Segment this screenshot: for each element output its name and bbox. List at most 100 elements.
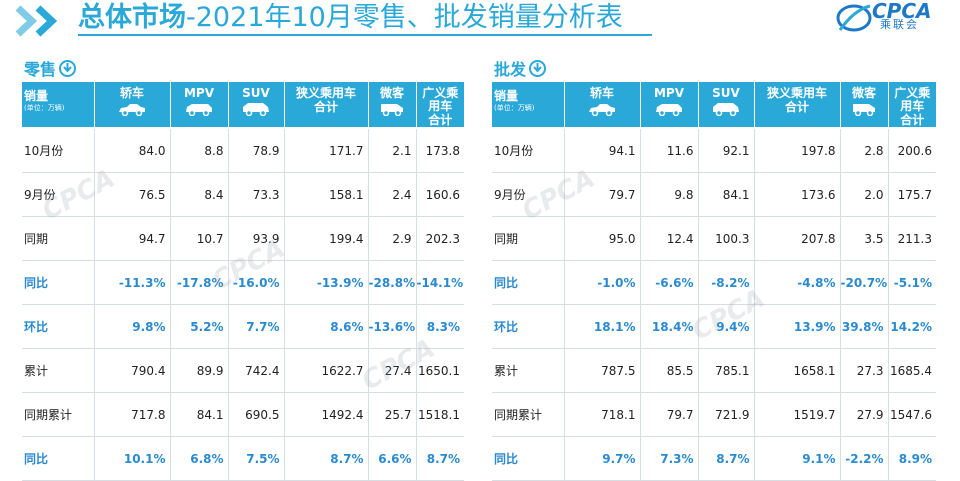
table-cell: 202.3 (416, 216, 464, 261)
page-title-bold: 总体市场 (78, 2, 186, 33)
table-cell: 1685.4 (888, 348, 936, 393)
page-title: -2021年10月零售、批发销量分析表 (186, 2, 623, 33)
col-header-narrow-total: 狭义乘用车 合计 (284, 82, 369, 129)
cpca-logo-icon (836, 4, 872, 32)
table-cell: 18.1% (564, 304, 641, 349)
retail-section-label: 零售 (24, 56, 77, 80)
col-header-micro-label: 微客 (851, 86, 876, 100)
sedan-car-icon (119, 104, 145, 116)
table-cell: 742.4 (228, 348, 285, 393)
table-cell: 199.4 (284, 216, 369, 261)
table-cell: 84.0 (94, 128, 171, 173)
table-cell: -14.1% (416, 260, 464, 305)
col-header-mpv-label: MPV (183, 86, 215, 100)
table-cell: 2.0 (840, 172, 889, 217)
table-cell: 171.7 (284, 128, 369, 173)
table-cell: 7.7% (228, 304, 285, 349)
table-cell: 1650.1 (416, 348, 464, 393)
table-cell: 1658.1 (754, 348, 841, 393)
microvan-icon (381, 104, 403, 116)
table-row: 9月份 79.7 9.8 84.1 173.6 2.0 175.7 (492, 172, 936, 217)
table-cell: 27.9 (840, 392, 889, 437)
col-header-narrow-l1: 狭义乘用车 (295, 86, 356, 100)
table-cell: 9.7% (564, 436, 641, 481)
table-cell: 3.5 (840, 216, 889, 261)
col-header-sales: 销量 (单位：万辆) (22, 82, 95, 129)
table-cell: 11.6 (640, 128, 699, 173)
wholesale-section-label: 批发 (494, 56, 547, 80)
table-cell: 6.6% (368, 436, 417, 481)
table-header-row: 销量 (单位：万辆) 轿车 MPV SUV 狭义乘用车 合计 微客 广义乘用车 合计 (22, 82, 464, 129)
table-cell: 94.1 (564, 128, 641, 173)
table-cell: 27.3 (840, 348, 889, 393)
table-cell: 2.4 (368, 172, 417, 217)
table-cell: 79.7 (640, 392, 699, 437)
table-cell: 9.8% (94, 304, 171, 349)
table-cell: 9.1% (754, 436, 841, 481)
wholesale-label: 批发 (494, 60, 527, 79)
table-cell: 1492.4 (284, 392, 369, 437)
table-cell: 93.9 (228, 216, 285, 261)
row-label: 环比 (492, 304, 565, 349)
row-label: 同期 (492, 216, 565, 261)
table-cell: -13.6% (368, 304, 417, 349)
table-cell: 25.7 (368, 392, 417, 437)
col-header-mpv: MPV (640, 82, 699, 129)
col-header-unit: (单位：万辆) (24, 104, 65, 112)
col-header-broad-l1: 广义乘用车 (422, 86, 459, 113)
table-row: 累计 790.4 89.9 742.4 1622.7 27.4 1650.1 (22, 348, 464, 393)
row-label: 同期累计 (22, 392, 95, 437)
sedan-car-icon (589, 104, 615, 116)
table-cell: -1.0% (564, 260, 641, 305)
col-header-mpv-label: MPV (653, 86, 685, 100)
col-header-suv: SUV (698, 82, 755, 129)
table-cell: 7.3% (640, 436, 699, 481)
mpv-car-icon (656, 104, 682, 116)
col-header-narrow-total: 狭义乘用车 合计 (754, 82, 841, 129)
retail-table: 销量 (单位：万辆) 轿车 MPV SUV 狭义乘用车 合计 微客 广义乘用车 合计… (22, 82, 464, 481)
table-cell: 73.3 (228, 172, 285, 217)
row-label: 累计 (492, 348, 565, 393)
col-header-sales-label: 销量 (24, 89, 49, 103)
table-cell: 12.4 (640, 216, 699, 261)
table-header-row: 销量 (单位：万辆) 轿车 MPV SUV 狭义乘用车 合计 微客 广义乘用车 合计 (492, 82, 936, 129)
table-cell: 211.3 (888, 216, 936, 261)
table-cell: 8.7% (416, 436, 464, 481)
table-row: 9月份 76.5 8.4 73.3 158.1 2.4 160.6 (22, 172, 464, 217)
table-row: 同比 9.7% 7.3% 8.7% 9.1% -2.2% 8.9% (492, 436, 936, 481)
logo-subtext: 乘联会 (880, 18, 919, 31)
table-cell: 39.8% (840, 304, 889, 349)
microvan-icon (853, 104, 875, 116)
table-cell: -13.9% (284, 260, 369, 305)
row-label: 同比 (492, 260, 565, 305)
row-label: 9月份 (22, 172, 95, 217)
table-cell: 78.9 (228, 128, 285, 173)
table-cell: 717.8 (94, 392, 171, 437)
table-row: 10月份 94.1 11.6 92.1 197.8 2.8 200.6 (492, 128, 936, 173)
wholesale-table-body: 10月份 94.1 11.6 92.1 197.8 2.8 200.6 9月份 79.7 9.8 8… (492, 128, 936, 481)
arrow-down-circle-icon (529, 59, 547, 77)
table-row: 同比 -1.0% -6.6% -8.2% -4.8% -20.7% -5.1% (492, 260, 936, 305)
table-cell: 94.7 (94, 216, 171, 261)
table-cell: 173.8 (416, 128, 464, 173)
table-cell: 8.7% (698, 436, 755, 481)
table-cell: 173.6 (754, 172, 841, 217)
table-cell: 8.7% (284, 436, 369, 481)
table-cell: 718.1 (564, 392, 641, 437)
table-cell: 79.7 (564, 172, 641, 217)
table-cell: -11.3% (94, 260, 171, 305)
col-header-broad-l1: 广义乘用车 (894, 86, 931, 113)
col-header-narrow-l2: 合计 (313, 100, 338, 114)
row-label: 环比 (22, 304, 95, 349)
table-cell: 18.4% (640, 304, 699, 349)
table-cell: 6.8% (170, 436, 229, 481)
row-label: 10月份 (492, 128, 565, 173)
table-cell: 10.1% (94, 436, 171, 481)
table-cell: 84.1 (698, 172, 755, 217)
row-label: 同比 (492, 436, 565, 481)
col-header-sales: 销量 (单位：万辆) (492, 82, 565, 129)
row-label: 同比 (22, 436, 95, 481)
table-cell: -16.0% (228, 260, 285, 305)
table-cell: 84.1 (170, 392, 229, 437)
retail-table-body: 10月份 84.0 8.8 78.9 171.7 2.1 173.8 9月份 76.5 8.4 73… (22, 128, 464, 481)
